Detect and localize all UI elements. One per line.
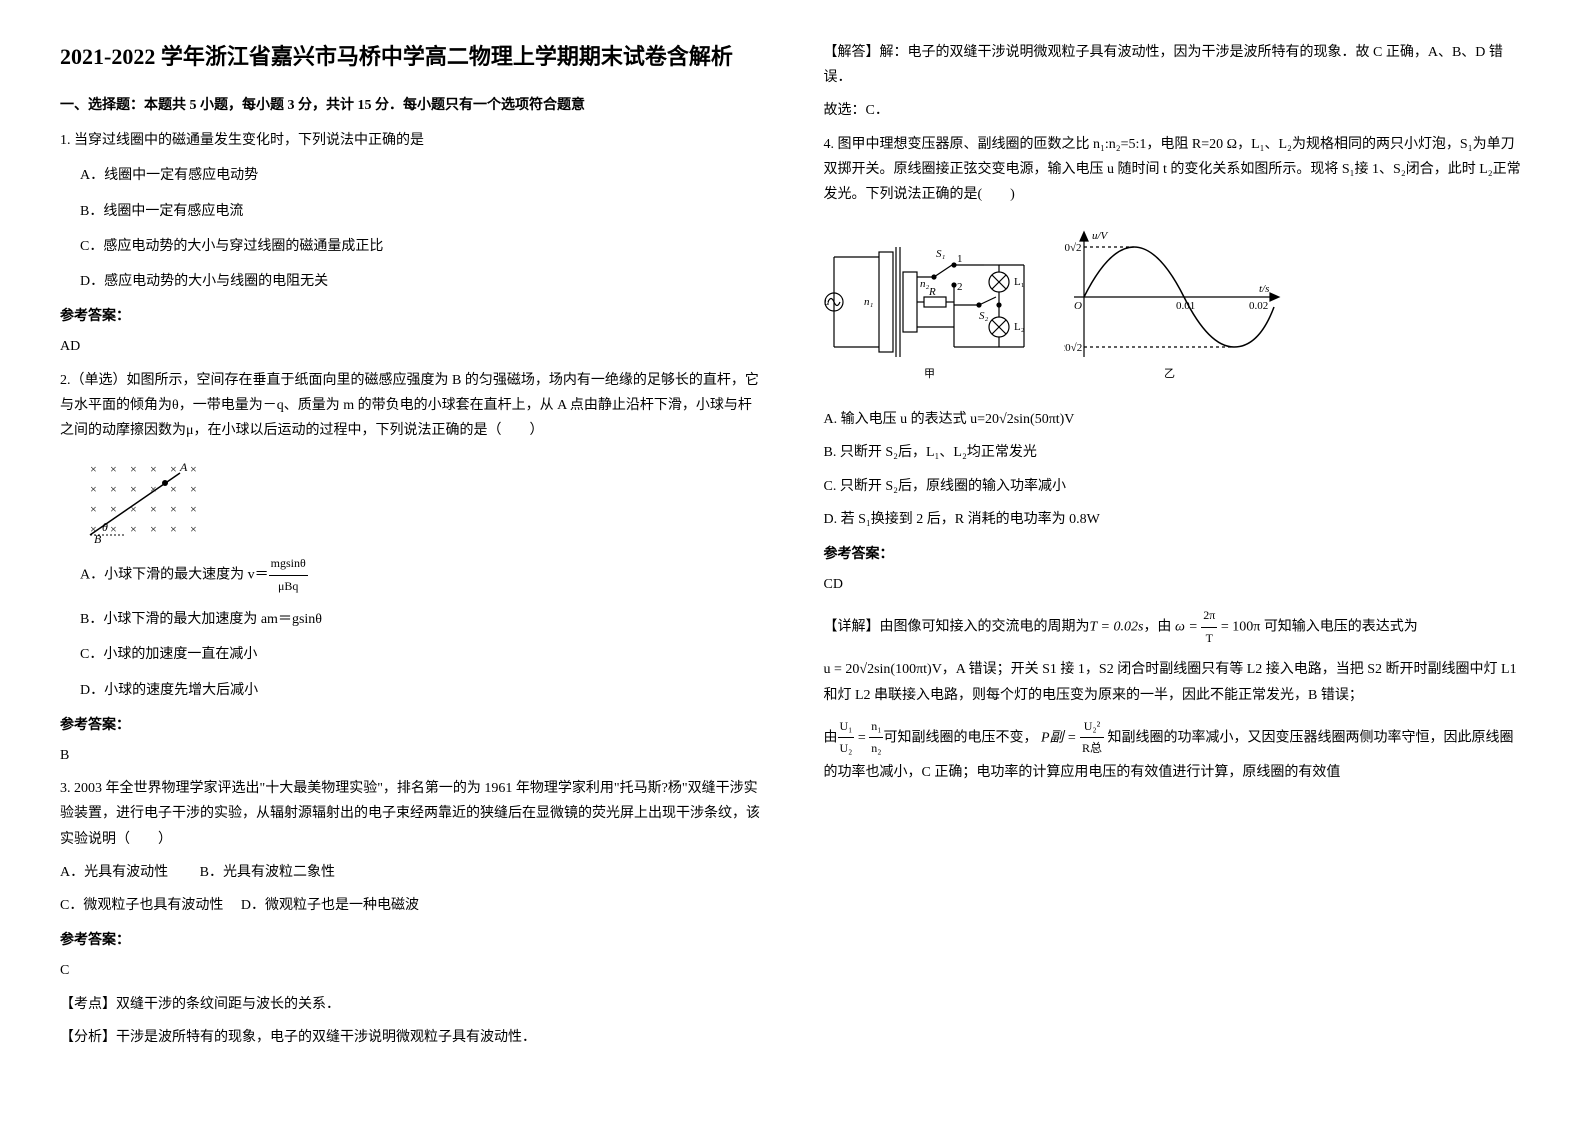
svg-text:×: × bbox=[90, 502, 97, 516]
svg-text:n₁: n₁ bbox=[864, 296, 874, 308]
section-header: 一、选择题：本题共 5 小题，每小题 3 分，共计 15 分．每小题只有一个选项… bbox=[60, 93, 764, 118]
svg-text:乙: 乙 bbox=[1164, 367, 1175, 380]
svg-text:-20√2: -20√2 bbox=[1064, 342, 1082, 354]
q4-figures: u n₁ n₂ R S₁ 1 2 S₂ L₁ L₂ 甲 bbox=[824, 217, 1528, 397]
svg-text:20√2: 20√2 bbox=[1064, 242, 1082, 254]
svg-text:t/s: t/s bbox=[1259, 283, 1269, 295]
q4-option-b: B. 只断开 S₂后，L₁、L₂均正常发光 bbox=[824, 440, 1528, 465]
svg-text:×: × bbox=[90, 462, 97, 476]
q2-option-b: B．小球下滑的最大加速度为 am＝gsinθ bbox=[80, 607, 764, 632]
svg-text:×: × bbox=[190, 522, 197, 536]
q3-options-row2: C．微观粒子也具有波动性 D．微观粒子也是一种电磁波 bbox=[60, 893, 764, 918]
q2-figure: ×××××× ×××××× ×××××× ×××××× θ A B bbox=[80, 453, 764, 543]
svg-text:0.01: 0.01 bbox=[1176, 300, 1195, 312]
q3-option-d: D．微观粒子也是一种电磁波 bbox=[241, 898, 419, 913]
q3-options-row1: A．光具有波动性 B．光具有波粒二象性 bbox=[60, 860, 764, 885]
svg-text:L₁: L₁ bbox=[1014, 276, 1025, 288]
q3-answer-label: 参考答案： bbox=[60, 928, 764, 953]
svg-text:R: R bbox=[928, 286, 936, 298]
svg-text:θ: θ bbox=[102, 520, 108, 534]
svg-text:×: × bbox=[170, 502, 177, 516]
svg-text:×: × bbox=[110, 502, 117, 516]
q4-exp-line2: u = 20√2sin(100πt)V，A 错误；开关 S1 接 1，S2 闭合… bbox=[824, 657, 1528, 707]
svg-text:S₁: S₁ bbox=[936, 248, 946, 260]
q3-stem: 3. 2003 年全世界物理学家评选出"十大最美物理实验"，排名第一的为 196… bbox=[60, 776, 764, 852]
q4-figure-circuit: u n₁ n₂ R S₁ 1 2 S₂ L₁ L₂ 甲 bbox=[824, 227, 1044, 387]
svg-text:×: × bbox=[190, 502, 197, 516]
q2-formula-den: μBq bbox=[269, 576, 308, 598]
q3-answer: C bbox=[60, 958, 764, 983]
q1-option-c: C．感应电动势的大小与穿过线圈的磁通量成正比 bbox=[80, 234, 764, 259]
q4-figure-wave: u/V 20√2 -20√2 O 0.01 0.02 t/s 乙 bbox=[1064, 227, 1284, 387]
svg-text:S₂: S₂ bbox=[979, 310, 989, 322]
q3-exp2: 【分析】干涉是波所特有的现象，电子的双缝干涉说明微观粒子具有波动性． bbox=[60, 1025, 764, 1050]
q1-option-b: B．线圈中一定有感应电流 bbox=[80, 199, 764, 224]
svg-text:u: u bbox=[824, 296, 830, 308]
svg-text:×: × bbox=[150, 502, 157, 516]
q1-answer-label: 参考答案： bbox=[60, 304, 764, 329]
svg-text:2: 2 bbox=[957, 281, 963, 293]
svg-text:1: 1 bbox=[957, 253, 963, 265]
q2-answer: B bbox=[60, 743, 764, 768]
svg-text:×: × bbox=[170, 482, 177, 496]
svg-text:×: × bbox=[170, 522, 177, 536]
q4-option-c: C. 只断开 S₂后，原线圈的输入功率减小 bbox=[824, 474, 1528, 499]
svg-text:B: B bbox=[94, 532, 102, 543]
svg-text:×: × bbox=[190, 482, 197, 496]
q3-option-c: C．微观粒子也具有波动性 bbox=[60, 898, 223, 913]
svg-text:×: × bbox=[150, 462, 157, 476]
q2-option-d: D．小球的速度先增大后减小 bbox=[80, 678, 764, 703]
q1-stem: 1. 当穿过线圈中的磁通量发生变化时，下列说法中正确的是 bbox=[60, 128, 764, 153]
svg-text:L₂: L₂ bbox=[1014, 321, 1025, 333]
q2-stem: 2.（单选）如图所示，空间存在垂直于纸面向里的磁感应强度为 B 的匀强磁场，场内… bbox=[60, 368, 764, 444]
q4-option-a: A. 输入电压 u 的表达式 u=20√2sin(50πt)V bbox=[824, 407, 1528, 432]
q2-answer-label: 参考答案： bbox=[60, 713, 764, 738]
svg-text:×: × bbox=[130, 522, 137, 536]
q2-option-a: A．小球下滑的最大速度为 v＝mgsinθμBq bbox=[80, 553, 764, 597]
q4-answer-label: 参考答案： bbox=[824, 542, 1528, 567]
svg-text:0.02: 0.02 bbox=[1249, 300, 1268, 312]
svg-text:甲: 甲 bbox=[924, 368, 935, 380]
svg-text:×: × bbox=[110, 522, 117, 536]
svg-text:×: × bbox=[90, 482, 97, 496]
svg-text:O: O bbox=[1074, 300, 1082, 312]
svg-text:×: × bbox=[130, 462, 137, 476]
q3-exp4: 故选：C． bbox=[824, 98, 1528, 123]
q2-formula-num: mgsinθ bbox=[269, 553, 308, 576]
svg-text:×: × bbox=[110, 482, 117, 496]
svg-text:×: × bbox=[130, 482, 137, 496]
svg-text:×: × bbox=[150, 522, 157, 536]
q4-option-d: D. 若 S₁换接到 2 后，R 消耗的电功率为 0.8W bbox=[824, 507, 1528, 532]
q3-exp1: 【考点】双缝干涉的条纹间距与波长的关系． bbox=[60, 992, 764, 1017]
q4-stem: 4. 图甲中理想变压器原、副线圈的匝数之比 n₁:n₂=5:1，电阻 R=20 … bbox=[824, 132, 1528, 208]
q1-answer: AD bbox=[60, 334, 764, 359]
q4-answer: CD bbox=[824, 572, 1528, 597]
document-title: 2021-2022 学年浙江省嘉兴市马桥中学高二物理上学期期末试卷含解析 bbox=[60, 40, 764, 73]
q3-option-b: B．光具有波粒二象性 bbox=[200, 865, 335, 880]
q3-exp3: 【解答】解：电子的双缝干涉说明微观粒子具有波动性，因为干涉是波所特有的现象．故 … bbox=[824, 40, 1528, 90]
q2-option-a-prefix: A．小球下滑的最大速度为 bbox=[80, 567, 244, 582]
svg-text:A: A bbox=[179, 460, 188, 474]
q1-option-a: A．线圈中一定有感应电动势 bbox=[80, 163, 764, 188]
q4-exp-line3: 由U₁U₂ = n₁n₂可知副线圈的电压不变， P副 = U₂²R总 知副线圈的… bbox=[824, 716, 1528, 785]
q3-option-a: A．光具有波动性 bbox=[60, 865, 168, 880]
svg-text:×: × bbox=[170, 462, 177, 476]
svg-text:×: × bbox=[110, 462, 117, 476]
q4-exp-line1: 【详解】由图像可知接入的交流电的周期为T = 0.02s，由 ω = 2πT =… bbox=[824, 605, 1528, 649]
svg-text:×: × bbox=[190, 462, 197, 476]
q1-option-d: D．感应电动势的大小与线圈的电阻无关 bbox=[80, 269, 764, 294]
q2-option-c: C．小球的加速度一直在减小 bbox=[80, 642, 764, 667]
svg-text:u/V: u/V bbox=[1092, 230, 1109, 242]
